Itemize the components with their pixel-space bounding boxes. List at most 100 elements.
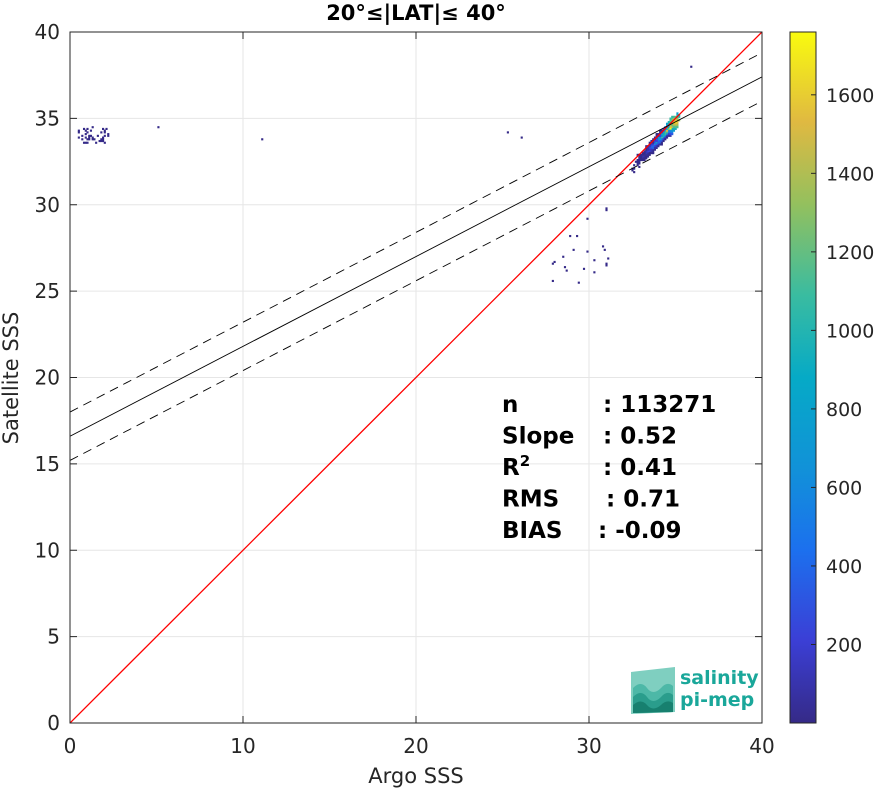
density-cell: [103, 129, 106, 132]
y-tick-label: 35: [35, 106, 60, 130]
density-cell: [665, 131, 669, 134]
density-cell: [676, 124, 679, 127]
density-cell: [669, 119, 672, 122]
density-cell: [645, 152, 648, 155]
density-cell: [582, 267, 586, 270]
density-cell: [669, 120, 672, 124]
density-cell: [605, 207, 608, 210]
density-cell: [672, 127, 676, 131]
density-cell: [648, 153, 651, 156]
density-cell: [89, 129, 93, 132]
stat-label: Slope: [502, 424, 574, 450]
colorbar-tick-label: 200: [826, 634, 862, 656]
density-cell: [678, 115, 681, 118]
density-cell: [636, 160, 639, 163]
density-cell: [665, 136, 669, 139]
density-cell: [636, 164, 639, 167]
density-cell: [652, 143, 655, 146]
density-cell: [648, 152, 651, 155]
density-cell: [669, 131, 672, 134]
density-cell: [652, 146, 655, 150]
density-cell: [665, 122, 669, 125]
density-cell: [88, 134, 91, 137]
density-cell: [652, 148, 655, 151]
density-cell: [655, 145, 658, 148]
density-cell: [645, 148, 648, 151]
density-cell: [551, 262, 554, 265]
density-cell: [641, 155, 644, 158]
density-cell: [601, 245, 605, 248]
density-cell: [648, 145, 651, 148]
density-cell: [648, 141, 651, 144]
density-cell: [655, 146, 658, 150]
density-cell: [646, 155, 650, 158]
confidence-line: [70, 52, 762, 413]
density-cell: [653, 145, 657, 148]
density-cell: [671, 127, 674, 131]
density-cell: [667, 131, 670, 134]
density-cell: [91, 126, 94, 129]
density-cell: [645, 145, 648, 148]
colorbar-tick-label: 1400: [826, 163, 874, 185]
density-cell: [659, 129, 662, 132]
stat-value: : 0.52: [603, 424, 677, 450]
stat-label: BIAS: [502, 518, 562, 544]
density-cell: [553, 260, 556, 264]
density-cell: [655, 141, 658, 144]
colorbar-tick-label: 1200: [826, 242, 874, 264]
density-cell: [669, 124, 672, 127]
density-cell: [660, 134, 663, 137]
density-cell: [676, 119, 679, 122]
y-axis-title: Satellite SSS: [0, 312, 23, 445]
colorbar-tick-label: 400: [826, 556, 862, 578]
density-cell: [107, 134, 110, 137]
density-cell: [665, 134, 669, 137]
density-cell: [665, 124, 669, 127]
density-cell: [648, 150, 651, 153]
density-cell: [650, 150, 653, 153]
density-cell: [671, 119, 674, 122]
density-cell: [667, 133, 670, 136]
density-cell: [603, 248, 606, 251]
density-cell: [102, 139, 105, 143]
density-cell: [86, 127, 89, 131]
density-cell: [662, 131, 665, 134]
y-tick-label: 15: [35, 452, 60, 476]
density-cell: [660, 129, 663, 132]
density-cell: [652, 150, 655, 153]
density-cell: [664, 136, 667, 139]
colorbar-tick-label: 1000: [826, 320, 874, 342]
colorbar-tick-label: 800: [826, 399, 862, 421]
density-cell: [646, 146, 650, 150]
density-cell: [662, 134, 665, 137]
density-cell: [84, 133, 87, 136]
density-cell: [676, 122, 679, 125]
density-cell: [662, 136, 665, 139]
density-cell: [660, 136, 663, 139]
density-cell: [88, 138, 91, 141]
density-cell: [646, 150, 650, 153]
density-cell: [672, 129, 676, 132]
density-cell: [638, 158, 641, 162]
density-cell: [667, 122, 670, 125]
density-cell: [667, 126, 670, 129]
density-cell: [662, 133, 665, 136]
density-cell: [671, 115, 674, 118]
density-cell: [506, 131, 509, 134]
density-cell: [551, 279, 554, 283]
density-cell: [640, 153, 643, 156]
density-cell: [607, 257, 610, 260]
density-cell: [676, 112, 679, 115]
density-cell: [634, 160, 637, 163]
density-cell: [657, 145, 660, 148]
regression-line: [70, 76, 762, 437]
density-cell: [650, 148, 653, 151]
density-cell: [652, 138, 655, 141]
density-cell: [664, 134, 667, 137]
density-cell: [671, 129, 674, 132]
density-cell: [643, 153, 646, 156]
density-cell: [659, 134, 662, 137]
density-cell: [84, 136, 87, 139]
density-cell: [261, 138, 264, 141]
